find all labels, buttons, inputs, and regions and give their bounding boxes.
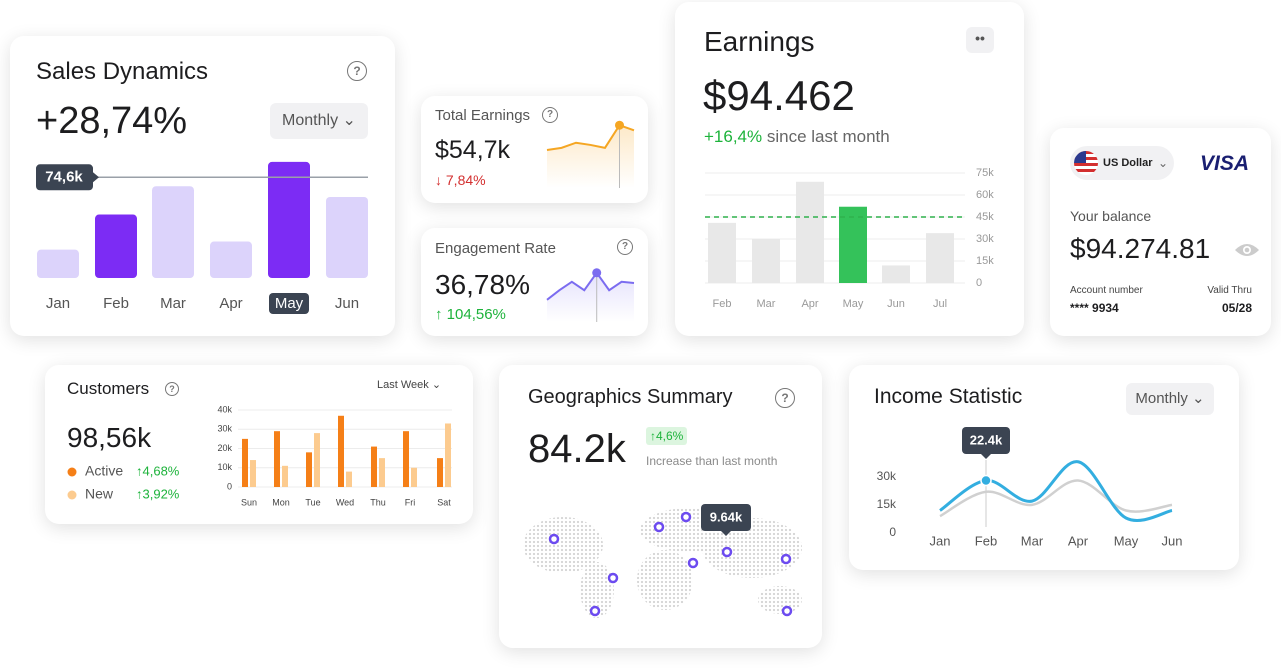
income-card: Income Statistic Monthly ⌄ (849, 365, 1239, 570)
change: +28,74% (36, 100, 188, 142)
card-title: Geographics Summary (528, 386, 733, 408)
card-title: Sales Dynamics (36, 58, 209, 85)
balance-amount: $94.274.81 (1070, 233, 1211, 264)
account-label: Account number (1070, 285, 1143, 296)
total-earnings-card: Total Earnings ? $54,7k ↓ 7,84% (421, 96, 648, 203)
eye-icon[interactable] (1234, 241, 1260, 259)
change-note: Increase than last month (646, 454, 778, 468)
change-note: since last month (766, 127, 890, 146)
sales-card: Sales Dynamics ? +28,74% Monthly ⌄ (10, 36, 395, 336)
engagement-card: Engagement Rate ? 36,78% ↑ 104,56% (421, 228, 648, 336)
account-number: **** 9934 (1070, 301, 1119, 315)
currency-select[interactable]: US Dollar ⌄ (1070, 146, 1174, 180)
valid-label: Valid Thru (1207, 285, 1252, 296)
currency: US Dollar (1103, 157, 1153, 169)
balance-label: Your balance (1070, 208, 1152, 224)
value: $54,7k (435, 136, 511, 164)
change-badge: ↑4,6% (646, 427, 688, 445)
change: +16,4% (704, 127, 763, 146)
card-title: Total Earnings (435, 107, 531, 124)
period: Last Week (377, 379, 429, 391)
value: 36,78% (435, 269, 530, 300)
change: ↓ 7,84% (435, 172, 486, 188)
card-title: Engagement Rate (435, 240, 556, 257)
period: Monthly (1135, 390, 1188, 407)
customers-card: Customers ? 98,56k Last Week ⌄ (45, 365, 473, 524)
help-icon[interactable]: ? (165, 382, 179, 396)
valid-thru: 05/28 (1221, 301, 1252, 315)
help-icon[interactable]: ? (775, 388, 795, 408)
help-icon[interactable]: ? (347, 61, 367, 81)
card-title: Income Statistic (874, 385, 1023, 408)
flag-icon (1074, 151, 1098, 175)
card-title: Customers (67, 379, 150, 398)
balance-card: US Dollar ⌄ VISA Your balance $94.274.81 … (1050, 128, 1271, 336)
help-icon[interactable]: ? (542, 107, 558, 123)
help-icon[interactable]: ? (617, 239, 633, 255)
value: $94.462 (703, 72, 855, 119)
change: ↑ 104,56% (435, 306, 506, 323)
period-select[interactable]: Monthly ⌄ (1126, 383, 1214, 415)
earnings-card: Earnings •• $94.462 +16,4% since last mo… (675, 2, 1024, 336)
value: 98,56k (67, 422, 152, 453)
period: Monthly (282, 112, 339, 129)
card-brand: VISA (1200, 152, 1250, 175)
more-button[interactable]: •• (966, 27, 994, 53)
value: 84.2k (528, 427, 626, 471)
geo-card: Geographics Summary ? 84.2k ↑4,6% Increa… (499, 365, 822, 648)
change-row: +16,4% since last month (704, 127, 890, 147)
card-title: Earnings (704, 26, 815, 57)
period-select[interactable]: Monthly ⌄ (270, 103, 368, 139)
period-select[interactable]: Last Week ⌄ (377, 379, 442, 391)
